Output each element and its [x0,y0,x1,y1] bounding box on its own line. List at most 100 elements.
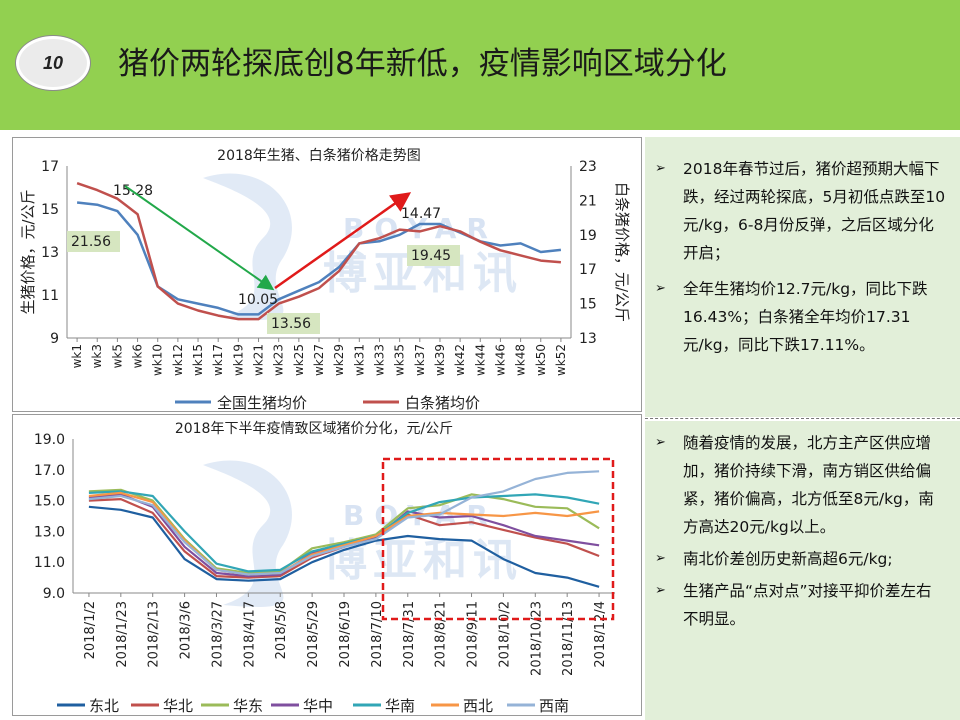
y-tick-label: 15.0 [34,494,65,510]
x-tick-label: 2018/5/8 [274,601,289,659]
price-trend-chart-panel: BOYAR 博亚和讯 2018年生猪、白条猪价格走势图 9 11 13 15 17 13 15 17… [12,137,642,412]
y2-tick-label: 19 [579,228,597,244]
x-tick-label: wk6 [131,344,145,368]
legend-label: 华东 [233,697,263,715]
arrow-bullet-icon: ➢ [655,161,666,176]
x-tick-label: wk23 [272,344,286,376]
x-tick-label: wk21 [252,344,266,376]
sidebar-divider [645,418,960,419]
series-line-4 [88,490,600,573]
chart-title: 2018年下半年疫情致区域猪价分化，元/公斤 [175,421,453,437]
bullet-item: ➢ 2018年春节过后，猪价超预期大幅下跌，经过两轮探底，5月初低点跌至10元/k… [645,155,960,267]
trend-arrow-up [274,192,412,290]
x-tick-label: wk48 [514,344,528,376]
legend-label: 华南 [385,697,415,715]
y-tick-label: 11 [41,288,59,304]
sidebar-top: ➢ 2018年春节过后，猪价超预期大幅下跌，经过两轮探底，5月初低点跌至10元/k… [645,137,960,417]
header-bar: 10 猪价两轮探底创8年新低，疫情影响区域分化 [0,0,960,130]
x-tick-label: wk39 [433,344,447,376]
x-tick-label: 2018/8/21 [434,601,449,668]
x-tick-label: 2018/10/23 [529,601,544,676]
x-tick-label: 2018/10/2 [497,601,512,668]
data-annotation: 21.56 [71,234,111,250]
bullet-item: ➢ 随着疫情的发展，北方主产区供应增加，猪价持续下滑，南方销区供给偏紧，猪价偏高，… [645,429,960,541]
x-tick-label: 2018/7/10 [370,601,385,668]
x-tick-label: wk12 [171,344,185,376]
series-line-0 [88,505,600,588]
x-tick-label: wk19 [231,344,245,376]
x-tick-label: wk5 [110,344,124,368]
series-line-6 [88,470,600,576]
legend-label: 东北 [89,697,119,715]
x-tick-label: 2018/9/11 [466,601,481,668]
y2-tick-label: 15 [579,297,597,313]
highlight-box [381,457,615,621]
y-axis-title: 生猪价格，元/公斤 [19,189,37,314]
y2-tick-label: 23 [579,159,597,175]
regional-price-chart-panel: BOYAR 博亚和讯 2018年下半年疫情致区域猪价分化，元/公斤 9.0 11.0 13… [12,414,642,716]
y-tick-label: 19.0 [34,432,65,448]
slide-number-badge: 10 [16,36,90,90]
chart-title: 2018年生猪、白条猪价格走势图 [217,147,421,164]
y2-axis-title: 白条猪价格，元/公斤 [613,182,631,322]
trend-arrow-down [124,185,275,291]
y2-tick-label: 17 [579,262,597,278]
y-tick-label: 13 [41,245,59,261]
annotation-box [67,231,120,252]
x-tick-label: wk15 [191,344,205,376]
y-tick-label: 15 [41,202,59,218]
x-tick-label: wk3 [90,344,104,368]
bullet-item: ➢ 南北价差创历史新高超6元/kg; [645,545,960,573]
x-tick-label: wk33 [372,344,386,376]
y-tick-label: 17 [41,159,59,175]
annotation-box [407,245,460,266]
y-tick-label: 9 [50,331,59,347]
x-tick-label: wk27 [312,344,326,376]
x-tick-label: 2018/6/19 [338,601,353,668]
series-line-carcass [76,182,562,321]
y-tick-label: 9.0 [43,586,65,602]
bullet-item: ➢ 全年生猪均价12.7元/kg，同比下跌16.43%；白条猪全年均价17.31元… [645,275,960,359]
legend-label: 全国生猪均价 [217,394,307,411]
sidebar-bottom: ➢ 随着疫情的发展，北方主产区供应增加，猪价持续下滑，南方销区供给偏紧，猪价偏高，… [645,421,960,720]
x-tick-label: 2018/12/4 [593,601,608,668]
data-annotation: 19.45 [411,248,451,264]
legend-label: 西北 [463,697,493,715]
watermark-text-en: BOYAR [343,212,498,245]
x-tick-label: 2018/3/27 [210,601,225,668]
bullet-item: ➢ 生猪产品“点对点”对接平抑价差左右不明显。 [645,577,960,633]
x-tick-label: 2018/7/31 [402,601,417,668]
data-annotation: 10.05 [238,292,278,308]
x-tick-label: 2018/2/13 [147,601,162,668]
data-annotation: 13.56 [271,316,311,332]
x-tick-label: wk37 [413,344,427,376]
x-tick-label: wk50 [534,344,548,376]
x-tick-label: wk44 [473,344,487,376]
x-tick-label: wk29 [332,344,346,376]
arrow-bullet-icon: ➢ [655,281,666,296]
legend-label: 西南 [539,697,569,715]
annotation-box [267,313,320,334]
x-tick-label: wk42 [453,344,467,376]
x-tick-label: wk1 [70,344,84,368]
x-tick-label: wk52 [554,344,568,376]
x-tick-label: wk10 [151,344,165,376]
y-tick-label: 17.0 [34,463,65,479]
x-tick-label: wk35 [393,344,407,376]
x-tick-label: 2018/4/17 [242,601,257,668]
y2-tick-label: 21 [579,193,597,209]
data-annotation: 14.47 [401,206,441,222]
y-tick-label: 11.0 [34,555,65,571]
legend-label: 华中 [303,697,333,715]
price-trend-chart: BOYAR博亚和讯2018年生猪、白条猪价格走势图911131517131517… [19,147,631,411]
x-tick-label: 2018/5/29 [306,601,321,668]
x-tick-label: 2018/1/2 [83,601,98,659]
page-title: 猪价两轮探底创8年新低，疫情影响区域分化 [118,46,727,82]
legend-label: 华北 [163,697,193,715]
series-line-5 [88,491,600,576]
x-tick-label: wk25 [292,344,306,376]
watermark-bird-icon [203,460,292,607]
regional-price-chart: BOYAR博亚和讯2018年下半年疫情致区域猪价分化，元/公斤9.011.013… [34,421,615,715]
x-tick-label: 2018/3/6 [179,601,194,659]
legend-label: 白条猪均价 [405,394,480,411]
